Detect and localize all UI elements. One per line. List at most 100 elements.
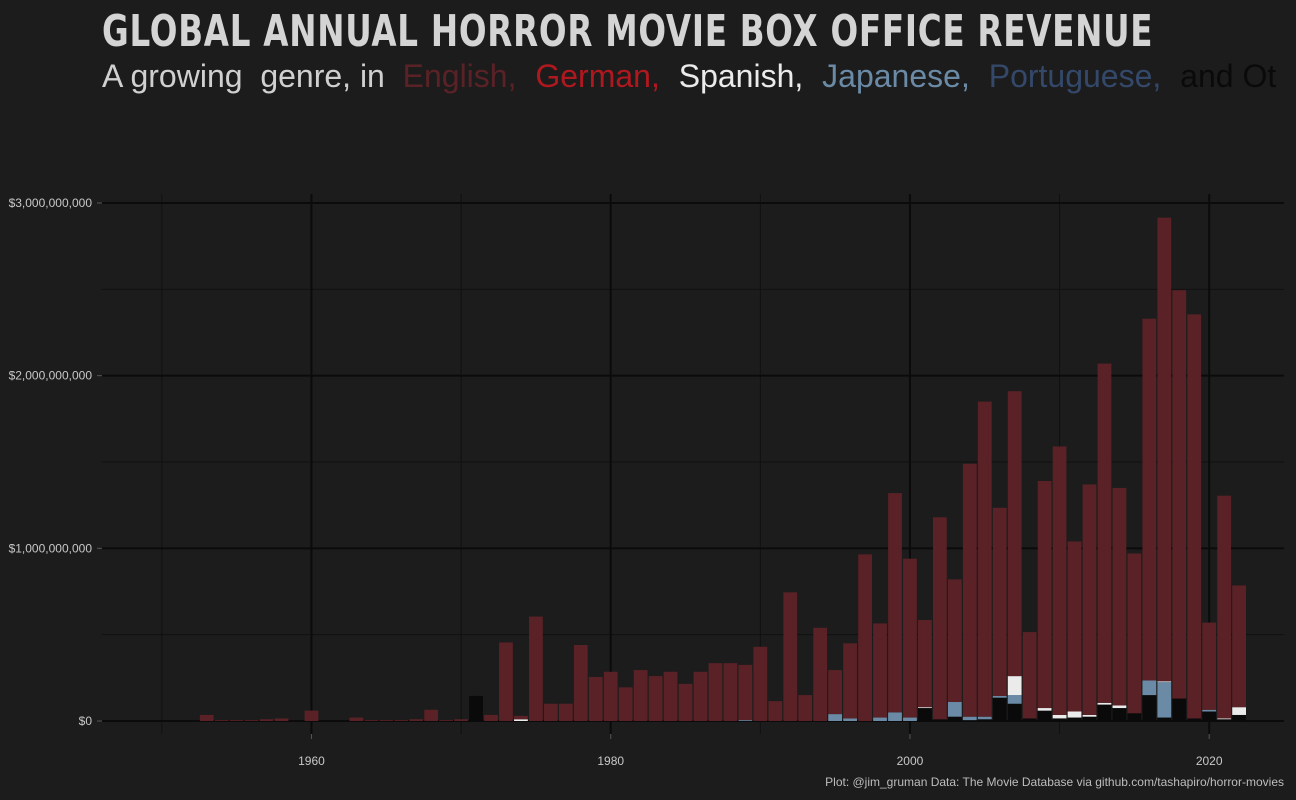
bar-spanish-2021	[1217, 718, 1232, 720]
bar-english-2019	[1187, 314, 1202, 719]
bar-english-1984	[663, 671, 678, 721]
bar-english-1955	[229, 720, 244, 721]
bar-japanese-2017	[1157, 682, 1172, 718]
bar-english-2000	[903, 558, 917, 718]
bar-english-1967	[409, 719, 424, 721]
bar-english-1987	[708, 663, 723, 721]
bar-english-1992	[783, 592, 798, 721]
bar-english-1956	[244, 720, 259, 721]
bar-other-1971	[469, 695, 483, 721]
y-tick-label: $3,000,000,000	[9, 196, 93, 210]
bar-other-2014	[1112, 708, 1127, 721]
subtitle-language-5: and Ot	[1180, 58, 1277, 94]
x-tick-label: 2020	[1196, 754, 1223, 768]
bar-english-1997	[858, 554, 872, 721]
bar-other-2003	[947, 716, 962, 721]
bar-english-1980	[603, 671, 618, 721]
bar-spanish-2007	[1007, 676, 1022, 696]
bar-other-2010	[1052, 718, 1067, 721]
bar-japanese-2005	[977, 716, 992, 720]
bar-english-2021	[1217, 495, 1232, 719]
bar-japanese-2020	[1202, 709, 1217, 712]
bar-english-2014	[1112, 487, 1127, 706]
bar-other-2016	[1142, 695, 1157, 721]
bar-other-2012	[1082, 716, 1097, 721]
bar-spanish-2017	[1157, 681, 1172, 683]
bar-english-1996	[843, 643, 857, 719]
bar-other-2006	[992, 697, 1007, 721]
bar-other-2022	[1232, 714, 1246, 721]
bar-english-2022	[1232, 585, 1246, 708]
bar-other-2017	[1157, 717, 1172, 721]
bar-english-2016	[1142, 318, 1157, 681]
y-tick-label: $2,000,000,000	[9, 369, 93, 383]
bar-japanese-1998	[873, 717, 887, 721]
bar-other-2013	[1097, 704, 1112, 721]
bar-english-1963	[349, 717, 364, 721]
bar-english-2008	[1022, 632, 1037, 719]
bar-english-1995	[828, 670, 843, 715]
bar-english-2020	[1202, 622, 1217, 710]
subtitle-lead: A growing genre, in	[102, 58, 394, 94]
bar-english-1975	[529, 616, 543, 721]
subtitle-language-2: Spanish,	[678, 58, 813, 94]
bar-other-2009	[1037, 710, 1052, 721]
bar-english-1957	[259, 719, 274, 721]
bar-other-2019	[1187, 718, 1202, 721]
bar-english-1989	[738, 664, 753, 721]
bar-english-2006	[992, 507, 1007, 696]
chart-caption: Plot: @jim_gruman Data: The Movie Databa…	[825, 775, 1284, 789]
bar-english-1970	[454, 719, 468, 721]
bar-english-1976	[543, 703, 558, 721]
bar-japanese-2006	[992, 695, 1007, 698]
x-tick-label: 1960	[298, 754, 325, 768]
bar-english-1965	[379, 720, 394, 721]
bar-spanish-2010	[1052, 714, 1067, 719]
bar-english-1990	[753, 646, 768, 721]
bar-spanish-1974	[514, 719, 528, 721]
bar-english-1979	[588, 676, 603, 721]
chart-title: GLOBAL ANNUAL HORROR MOVIE BOX OFFICE RE…	[102, 6, 1154, 57]
bar-english-2010	[1052, 446, 1067, 715]
bar-english-1985	[678, 683, 693, 721]
x-tick-label: 1980	[597, 754, 624, 768]
bar-japanese-2003	[947, 702, 962, 717]
bar-japanese-2007	[1007, 695, 1022, 704]
bar-other-2002	[932, 719, 947, 721]
bar-english-1978	[573, 645, 588, 721]
bar-english-1983	[648, 676, 663, 721]
bar-other-2004	[962, 720, 977, 721]
bar-english-2003	[947, 579, 962, 703]
bar-english-2017	[1157, 217, 1172, 682]
bar-english-2015	[1127, 553, 1142, 714]
bar-english-1998	[873, 623, 887, 718]
bar-other-2011	[1067, 717, 1082, 721]
bar-english-1968	[424, 709, 439, 721]
bar-japanese-1996	[843, 718, 857, 721]
bar-english-2012	[1082, 484, 1097, 715]
bar-english-1994	[813, 627, 828, 721]
y-tick-label: $1,000,000,000	[9, 541, 93, 555]
bar-spanish-2001	[918, 707, 932, 709]
bar-other-2001	[918, 708, 932, 721]
bar-english-2007	[1007, 391, 1022, 677]
bar-english-2018	[1172, 290, 1187, 699]
bar-english-1993	[798, 695, 813, 721]
bar-english-1969	[439, 720, 454, 721]
bar-japanese-2016	[1142, 680, 1157, 696]
subtitle-language-3: Japanese,	[822, 58, 979, 94]
subtitle-language-4: Portuguese,	[988, 58, 1171, 94]
bar-spanish-2014	[1112, 705, 1127, 709]
bar-spanish-2009	[1037, 708, 1052, 711]
bar-english-1991	[768, 701, 783, 721]
bar-english-1954	[214, 720, 229, 721]
bar-english-1982	[633, 670, 648, 721]
bar-english-1960	[304, 710, 319, 721]
bar-english-2002	[932, 517, 947, 720]
y-tick-label: $0	[79, 714, 93, 728]
bar-english-1988	[723, 663, 738, 721]
bar-english-2005	[977, 401, 992, 717]
bar-japanese-1999	[888, 712, 902, 721]
